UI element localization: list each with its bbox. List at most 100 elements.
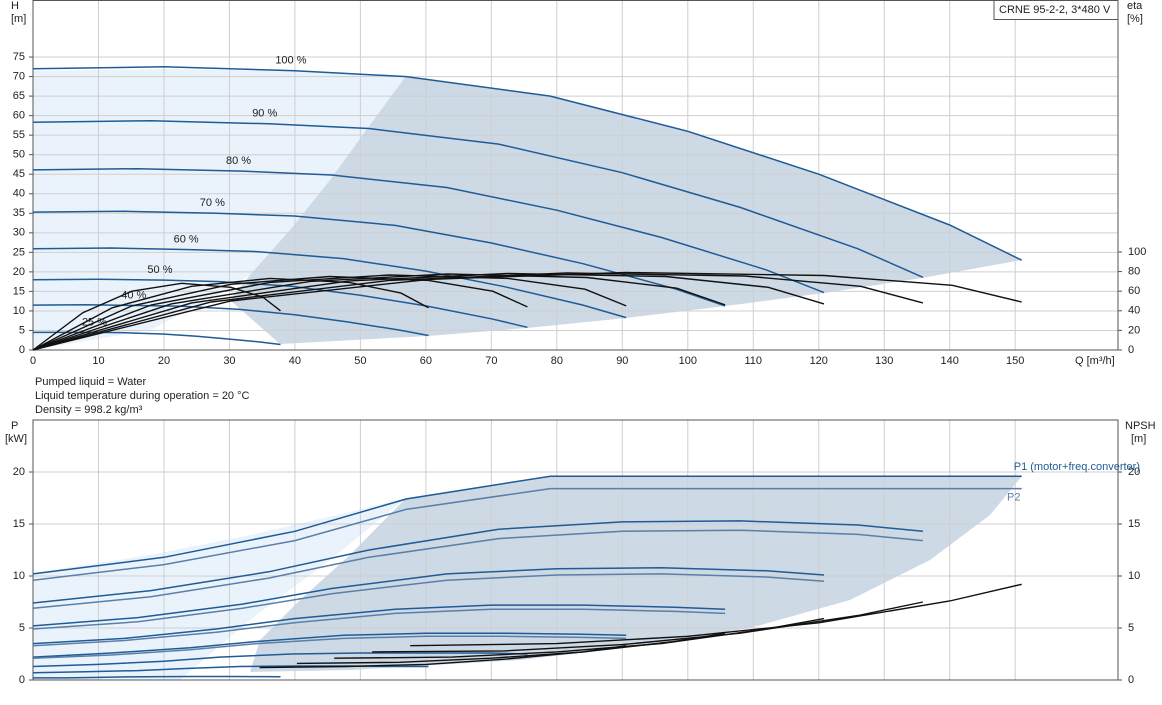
- curve-label: 70 %: [200, 197, 225, 209]
- x-tick-label: 100: [679, 355, 697, 367]
- y2-axis-label: NPSH: [1125, 420, 1156, 432]
- x-tick-label: 60: [420, 355, 432, 367]
- secondary-curve: [410, 583, 1022, 647]
- secondary-curve: [32, 272, 924, 351]
- curve: [32, 635, 627, 659]
- x-tick-label: 0: [30, 355, 36, 367]
- x-tick-label: 80: [551, 355, 563, 367]
- curve-label: P1 (motor+freq.converter): [1014, 461, 1140, 473]
- secondary-curve: [32, 274, 627, 351]
- curve-label: P2: [1007, 492, 1020, 504]
- x-axis-label: Q [m³/h]: [1075, 355, 1115, 367]
- y2-tick-label: 0: [1128, 344, 1134, 356]
- curve-label: 100 %: [275, 55, 306, 67]
- curve: [32, 167, 825, 294]
- x-tick-label: 120: [810, 355, 828, 367]
- curve: [32, 566, 825, 627]
- y2-tick-label: 40: [1128, 305, 1140, 317]
- curve-label: 50 %: [147, 264, 172, 276]
- x-tick-label: 90: [616, 355, 628, 367]
- y-tick-label: 20: [13, 466, 25, 478]
- note: Liquid temperature during operation = 20…: [35, 390, 250, 402]
- y-tick-label: 15: [13, 518, 25, 530]
- curve: [32, 119, 924, 278]
- y-tick-label: 15: [13, 285, 25, 297]
- note: Density = 998.2 kg/m³: [35, 404, 143, 416]
- y2-tick-label: 15: [1128, 518, 1140, 530]
- x-tick-label: 40: [289, 355, 301, 367]
- y-tick-label: 10: [13, 305, 25, 317]
- y-tick-label: 25: [13, 246, 25, 258]
- y-axis-unit: [m]: [11, 13, 26, 25]
- secondary-curve: [32, 275, 528, 351]
- y2-axis-unit: [m]: [1131, 433, 1146, 445]
- curve: [32, 604, 726, 645]
- background: [33, 69, 1022, 680]
- curve: [32, 247, 627, 319]
- curve: [32, 487, 1022, 581]
- x-tick-label: 130: [875, 355, 893, 367]
- x-tick-label: 50: [354, 355, 366, 367]
- y2-tick-label: 10: [1128, 570, 1140, 582]
- curve: [32, 652, 528, 668]
- x-tick-label: 140: [941, 355, 959, 367]
- x-tick-label: 110: [745, 355, 763, 367]
- y2-tick-label: 5: [1128, 622, 1134, 634]
- secondary-curve: [296, 632, 726, 665]
- curve: [32, 632, 627, 658]
- y2-axis-unit: [%]: [1127, 13, 1143, 25]
- curve: [33, 331, 281, 346]
- secondary-curve: [32, 273, 726, 351]
- y2-tick-label: 20: [1128, 466, 1140, 478]
- x-tick-label: 30: [223, 355, 235, 367]
- secondary-curve: [259, 645, 627, 669]
- y-tick-label: 0: [19, 674, 25, 686]
- secondary-curve: [32, 277, 429, 351]
- y-tick-label: 75: [13, 51, 25, 63]
- y-tick-label: 5: [19, 622, 25, 634]
- y-tick-label: 10: [13, 570, 25, 582]
- y-tick-label: 30: [13, 227, 25, 239]
- y2-tick-label: 80: [1128, 265, 1140, 277]
- secondary-curve: [372, 601, 924, 653]
- note: Pumped liquid = Water: [35, 376, 147, 388]
- y-tick-label: 40: [13, 188, 25, 200]
- y-axis-label: H: [11, 0, 19, 12]
- x-tick-label: 70: [485, 355, 497, 367]
- light-region: [33, 498, 406, 680]
- curve: [32, 665, 429, 674]
- curve: [32, 475, 1022, 575]
- y2-tick-label: 100: [1128, 246, 1146, 258]
- title-box: [993, 0, 1119, 20]
- y-tick-label: 35: [13, 207, 25, 219]
- y-tick-label: 55: [13, 129, 25, 141]
- y-axis-unit: [kW]: [5, 433, 27, 445]
- secondary-curve: [32, 271, 1022, 351]
- curve: [32, 210, 726, 307]
- y-tick-label: 60: [13, 110, 25, 122]
- plot-frame: [32, 419, 1119, 681]
- curve: [32, 529, 923, 609]
- y2-axis-label: eta: [1127, 0, 1143, 12]
- y-tick-label: 50: [13, 149, 25, 161]
- y-tick-label: 65: [13, 90, 25, 102]
- y-tick-label: 45: [13, 168, 25, 180]
- curve: [32, 66, 1023, 261]
- curve: [32, 303, 429, 337]
- secondary-curve: [32, 282, 281, 351]
- y-tick-label: 70: [13, 70, 25, 82]
- y2-tick-label: 0: [1128, 674, 1134, 686]
- y-tick-label: 5: [19, 324, 25, 336]
- curve: [32, 573, 825, 630]
- y-axis-label: P: [11, 420, 18, 432]
- x-tick-label: 20: [158, 355, 170, 367]
- curve: [32, 608, 726, 647]
- curve: [32, 520, 923, 604]
- curve: [32, 278, 528, 329]
- secondary-curve: [32, 272, 825, 351]
- curve: [33, 675, 281, 679]
- y-tick-label: 0: [19, 344, 25, 356]
- curve-label: 90 %: [252, 108, 277, 120]
- curve-label: 60 %: [174, 234, 199, 246]
